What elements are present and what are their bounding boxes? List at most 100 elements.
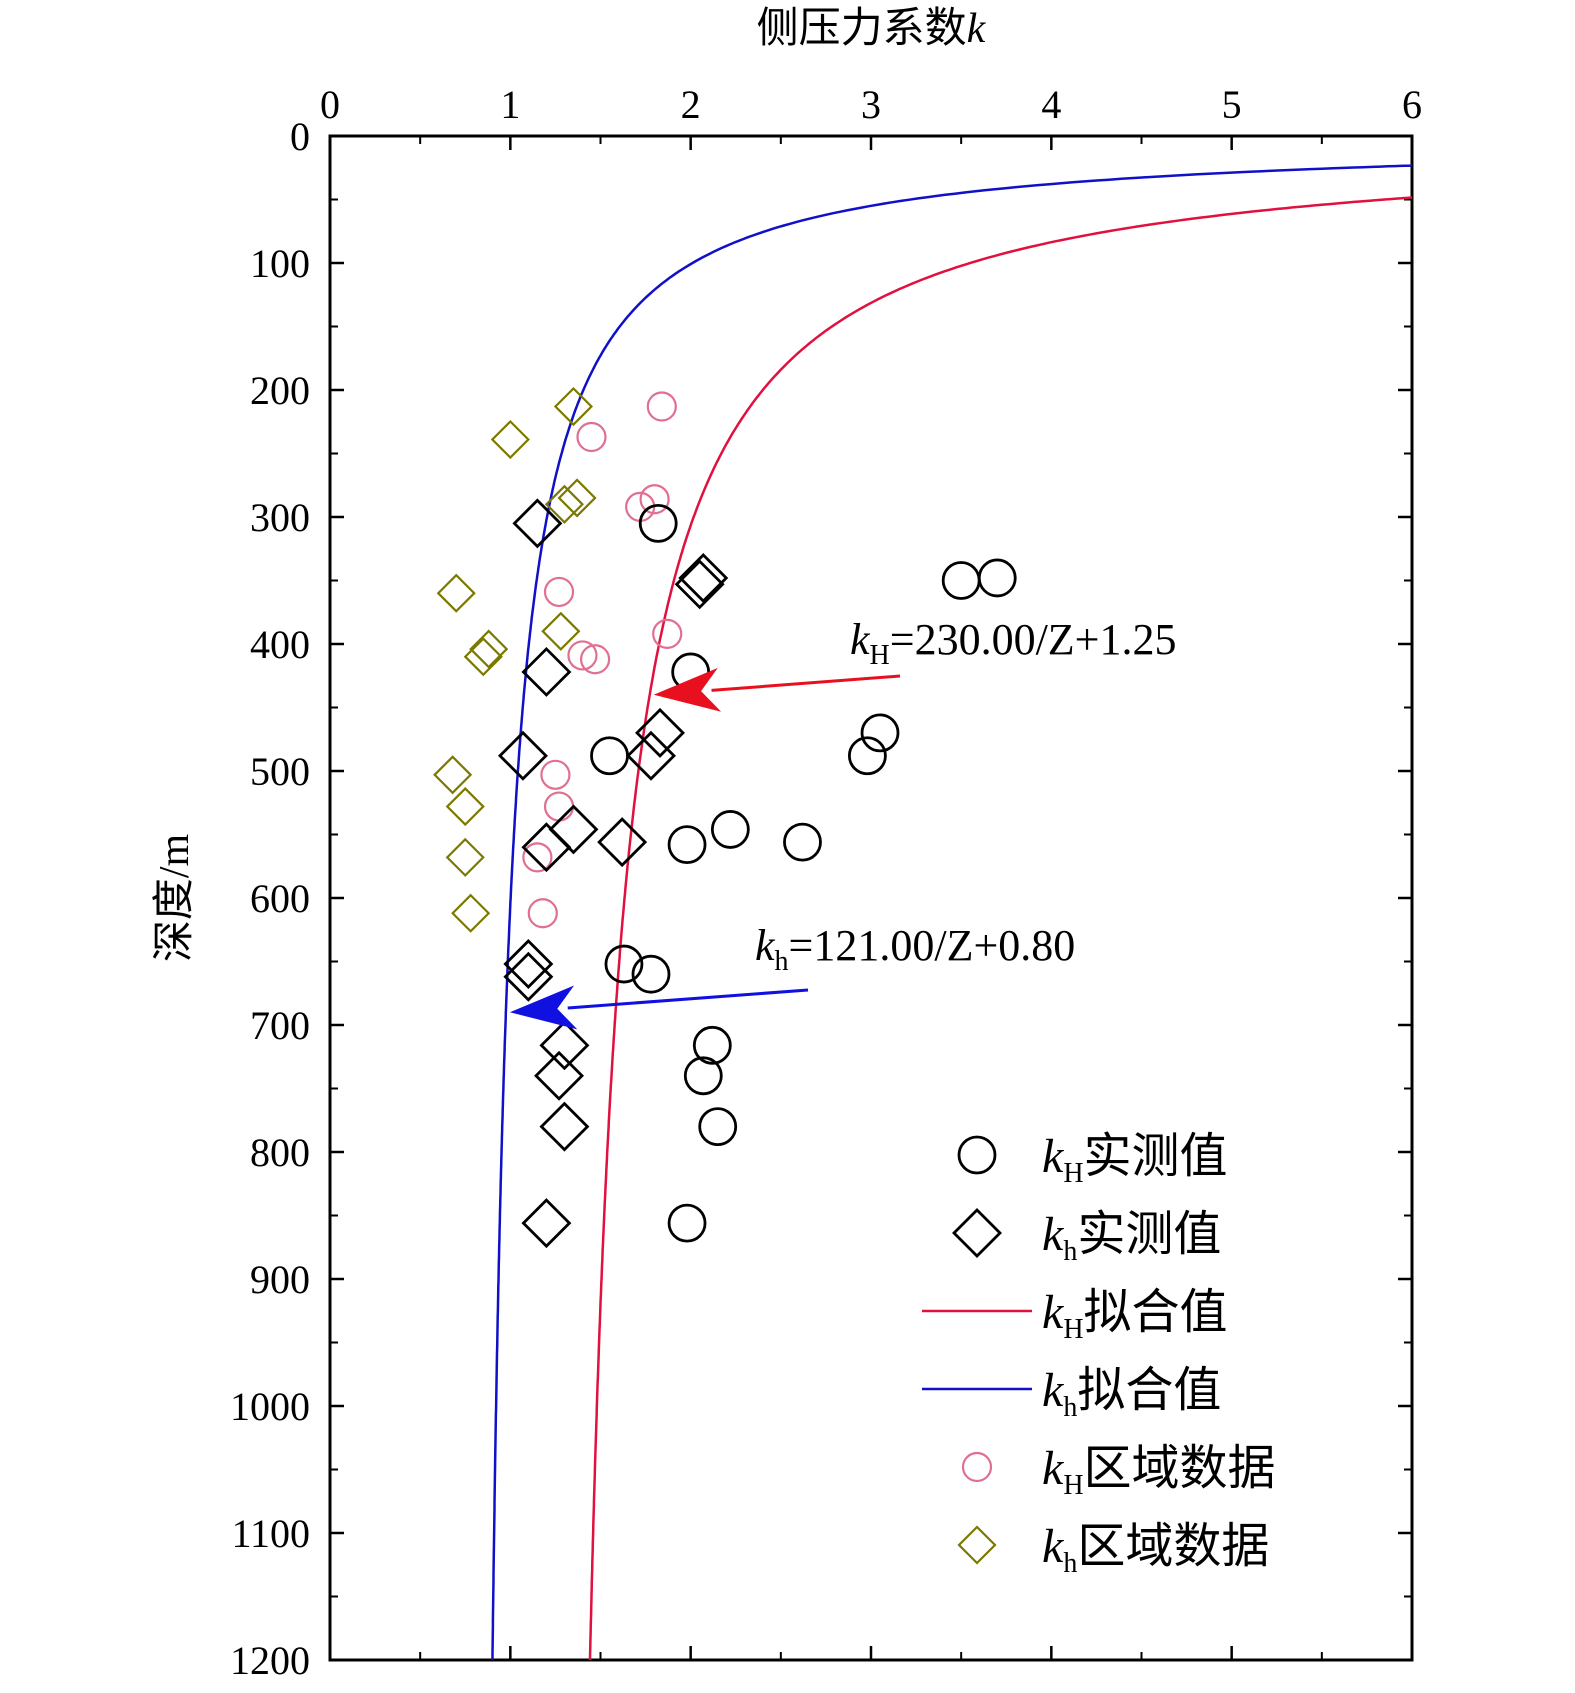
diamond-point bbox=[497, 730, 548, 781]
diamond-point bbox=[490, 419, 530, 460]
arrow-head bbox=[653, 667, 722, 712]
legend-marker bbox=[957, 1525, 997, 1565]
y-tick-label: 1100 bbox=[231, 1511, 310, 1556]
y-tick-label: 0 bbox=[290, 114, 310, 159]
legend-item: kH实测值 bbox=[957, 1130, 1228, 1189]
diamond-point bbox=[553, 386, 594, 427]
diamond-point bbox=[512, 498, 563, 549]
arrow-shaft bbox=[711, 674, 901, 692]
diamond-point bbox=[436, 573, 476, 613]
y-tick-label: 800 bbox=[250, 1130, 310, 1175]
legend-item: kH拟合值 bbox=[922, 1286, 1228, 1345]
x-tick-label: 6 bbox=[1402, 82, 1422, 127]
x-tick-label: 0 bbox=[320, 82, 340, 127]
legend-marker bbox=[952, 1208, 1002, 1258]
circle-point bbox=[543, 791, 575, 822]
diamond-point bbox=[521, 1198, 572, 1249]
plot-frame bbox=[328, 134, 1414, 1662]
diamond-point bbox=[503, 939, 554, 990]
diamond-point bbox=[433, 755, 473, 795]
diamond-point bbox=[521, 822, 572, 873]
diamond-point bbox=[597, 817, 648, 868]
legend-item: kh实测值 bbox=[952, 1208, 1221, 1267]
y-axis-title: 深度/m bbox=[152, 834, 198, 963]
legend-label: kh拟合值 bbox=[1042, 1364, 1221, 1423]
fit-curves bbox=[491, 164, 1412, 1661]
circle-point bbox=[576, 421, 607, 453]
y-tick-label: 700 bbox=[250, 1003, 310, 1048]
x-axis-title: 侧压力系数k bbox=[757, 6, 987, 52]
diamond-point bbox=[541, 611, 581, 651]
diamond-point bbox=[445, 787, 485, 827]
diamond-point bbox=[539, 1101, 590, 1152]
x-tick-label: 3 bbox=[861, 82, 881, 127]
y-tick-label: 1200 bbox=[230, 1638, 310, 1683]
diamond-point bbox=[626, 730, 676, 781]
diamond-point bbox=[544, 484, 584, 524]
y-tick-label: 500 bbox=[250, 749, 310, 794]
circle-point bbox=[604, 944, 644, 984]
diamond-point bbox=[539, 1020, 590, 1071]
circle-point bbox=[646, 391, 677, 422]
circle-point bbox=[698, 1107, 738, 1146]
circle-point bbox=[710, 810, 750, 849]
y-tick-label: 600 bbox=[250, 876, 310, 921]
diamond-point bbox=[463, 637, 503, 677]
circle-point bbox=[941, 561, 981, 600]
annotations: kH=230.00/Z+1.25 kh=121.00/Z+0.80 bbox=[509, 615, 1177, 1030]
arrow-head bbox=[509, 985, 578, 1030]
diamond-point bbox=[678, 552, 729, 603]
circle-point bbox=[631, 954, 671, 994]
data-points bbox=[433, 386, 1017, 1249]
circle-point bbox=[527, 898, 558, 929]
kh-fit-arrow bbox=[509, 985, 809, 1030]
diamond-point bbox=[534, 1050, 585, 1101]
axes: 0 1 2 3 4 5 6 0 100 200 300 400 500 600 700 800 900 1000 1… bbox=[152, 6, 1422, 1683]
y-tick-label: 900 bbox=[250, 1257, 310, 1302]
legend-label: kH区域数据 bbox=[1042, 1442, 1276, 1501]
circle-point bbox=[639, 484, 670, 515]
circle-point bbox=[543, 576, 575, 608]
diamond-point bbox=[548, 804, 599, 855]
circle-point bbox=[783, 822, 822, 862]
diamond-point bbox=[521, 646, 572, 697]
circle-point bbox=[652, 618, 683, 649]
y-tick-label: 1000 bbox=[230, 1384, 310, 1429]
legend-label: kh区域数据 bbox=[1042, 1520, 1269, 1579]
arrow-shaft bbox=[567, 988, 809, 1010]
diamond-point bbox=[674, 559, 725, 610]
diamond-point bbox=[557, 478, 597, 518]
circle-point bbox=[638, 503, 678, 543]
kH-fit-equation: kH=230.00/Z+1.25 bbox=[850, 615, 1177, 671]
diamond-point bbox=[451, 893, 491, 933]
legend-label: kh实测值 bbox=[1042, 1208, 1221, 1267]
legend-label: kH拟合值 bbox=[1042, 1286, 1228, 1345]
legend: kH实测值 kh实测值 kH拟合值 kh拟合值 kH区域数据 kh区域数据 bbox=[922, 1130, 1276, 1579]
x-tick-label: 5 bbox=[1222, 82, 1242, 127]
legend-item: kh区域数据 bbox=[957, 1520, 1269, 1579]
circle-point bbox=[847, 736, 887, 776]
diamond-point bbox=[503, 951, 554, 1002]
diamond-point bbox=[469, 629, 509, 669]
legend-item: kH区域数据 bbox=[961, 1442, 1276, 1501]
legend-label: kH实测值 bbox=[1042, 1130, 1228, 1189]
x-tick-label: 4 bbox=[1041, 82, 1061, 127]
x-tick-label: 1 bbox=[500, 82, 520, 127]
circle-point bbox=[860, 713, 900, 753]
circle-point bbox=[567, 640, 598, 671]
y-tick-label: 400 bbox=[250, 622, 310, 667]
circle-point bbox=[683, 1056, 723, 1096]
circle-point bbox=[579, 644, 611, 675]
y-tick-label: 100 bbox=[250, 241, 310, 286]
fit-curve bbox=[588, 196, 1412, 1661]
y-tick-label: 300 bbox=[250, 495, 310, 540]
legend-marker bbox=[957, 1135, 997, 1175]
circle-point bbox=[692, 1025, 732, 1065]
diamond-point bbox=[445, 837, 485, 877]
circle-point bbox=[590, 736, 629, 776]
fit-curve bbox=[491, 164, 1412, 1660]
circle-point bbox=[977, 558, 1017, 598]
x-tick-label: 2 bbox=[681, 82, 701, 127]
kH-fit-arrow bbox=[653, 667, 901, 712]
